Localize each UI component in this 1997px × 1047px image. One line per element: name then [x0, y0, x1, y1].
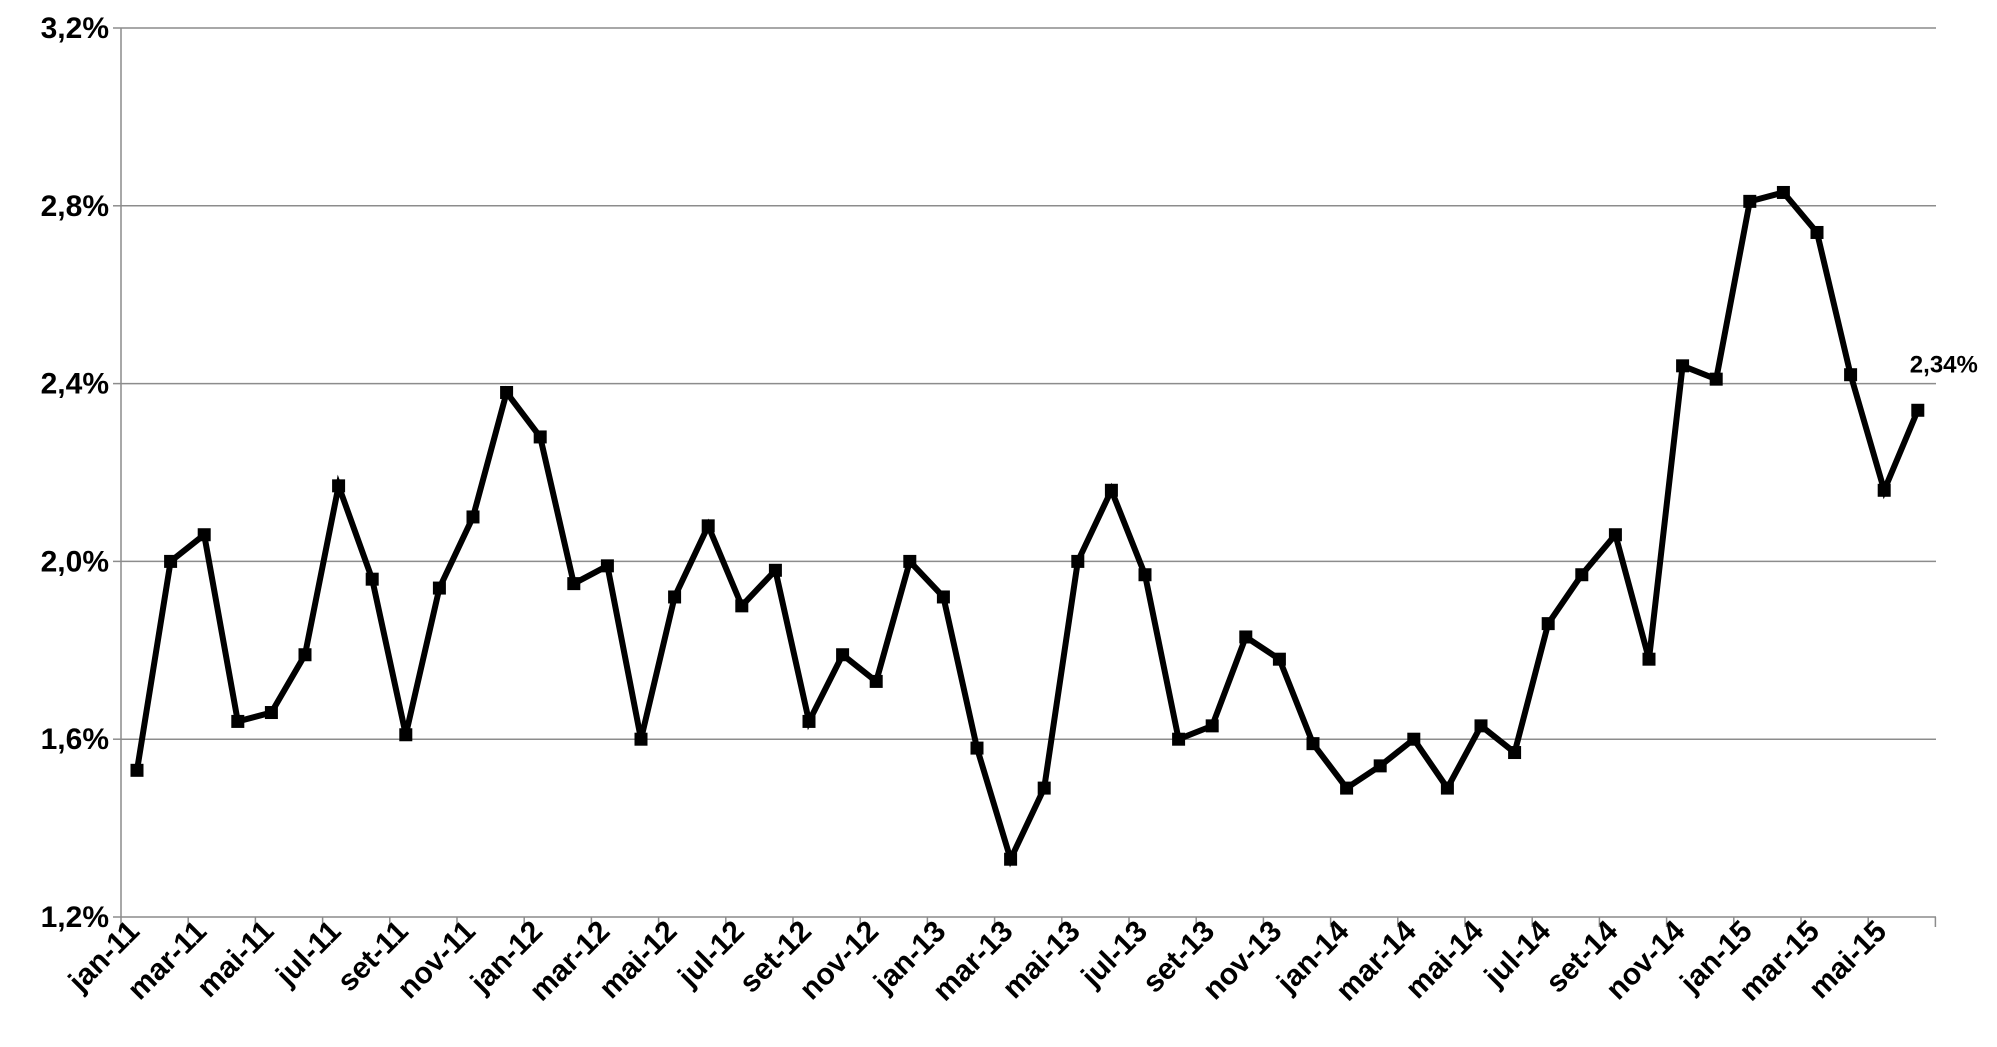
y-tick-label: 2,8% — [41, 190, 109, 223]
data-point — [332, 479, 346, 493]
data-label: 2,34% — [1910, 351, 1978, 378]
data-point — [668, 590, 682, 604]
data-point — [903, 554, 917, 568]
data-point — [500, 385, 514, 399]
data-point — [634, 732, 648, 746]
annotations: 2,34% — [1910, 351, 1978, 378]
x-tick-label: mai-11 — [191, 915, 280, 1004]
data-point — [1004, 852, 1018, 866]
data-point — [1911, 403, 1925, 417]
data-point — [1306, 737, 1320, 751]
data-point — [1037, 781, 1051, 795]
series-line — [134, 189, 1921, 868]
data-point — [802, 714, 816, 728]
data-point — [970, 741, 984, 755]
data-point — [1104, 483, 1118, 497]
data-point — [1407, 732, 1421, 746]
y-axis-ticks: 1,2% 1,6% 2,0% 2,4% 2,8% 3,2% — [41, 12, 121, 934]
data-point — [1508, 746, 1522, 760]
data-point — [399, 728, 413, 742]
data-point — [836, 648, 850, 662]
data-point — [533, 430, 547, 444]
data-point — [869, 674, 883, 688]
data-point — [1138, 568, 1152, 582]
data-point — [298, 648, 312, 662]
data-point — [1642, 652, 1656, 666]
data-point — [1373, 759, 1387, 773]
data-point — [1541, 617, 1555, 631]
data-point — [432, 581, 446, 595]
y-tick-label: 1,6% — [41, 723, 109, 756]
data-point — [1608, 528, 1622, 542]
data-point — [1172, 732, 1186, 746]
data-point — [1575, 568, 1589, 582]
data-point — [365, 572, 379, 586]
x-tick-label: mai-14 — [1399, 914, 1490, 1005]
y-tick-label: 2,0% — [41, 545, 109, 578]
y-tick-label: 2,4% — [41, 368, 109, 401]
data-point — [264, 706, 278, 720]
x-tick-label: jul-11 — [269, 915, 347, 993]
data-point — [164, 554, 178, 568]
data-point — [1340, 781, 1354, 795]
data-point — [1776, 185, 1790, 199]
data-point — [130, 763, 144, 777]
series-markers — [130, 185, 1925, 866]
series-line-path — [134, 189, 1921, 868]
data-point — [1239, 630, 1253, 644]
gridlines — [121, 27, 1936, 740]
x-axis-ticks: jan-11mar-11mai-11jul-11set-11nov-11jan-… — [62, 914, 1937, 1008]
data-point — [1810, 225, 1824, 239]
data-point — [1071, 554, 1085, 568]
data-point — [1676, 359, 1690, 373]
data-point — [735, 599, 749, 613]
data-point — [936, 590, 950, 604]
axes — [120, 28, 1936, 918]
data-point — [567, 577, 581, 591]
data-point — [197, 528, 211, 542]
data-point — [1844, 368, 1858, 382]
data-point — [1709, 372, 1723, 386]
data-point — [231, 714, 245, 728]
data-point — [1440, 781, 1454, 795]
data-point — [600, 559, 614, 573]
data-point — [1272, 652, 1286, 666]
y-tick-label: 3,2% — [41, 12, 109, 45]
data-point — [701, 519, 715, 533]
data-point — [1474, 719, 1488, 733]
data-point — [1743, 194, 1757, 208]
data-point — [466, 510, 480, 524]
data-point — [1877, 483, 1891, 497]
data-point — [1205, 719, 1219, 733]
y-tick-label: 1,2% — [41, 901, 109, 934]
data-point — [768, 563, 782, 577]
